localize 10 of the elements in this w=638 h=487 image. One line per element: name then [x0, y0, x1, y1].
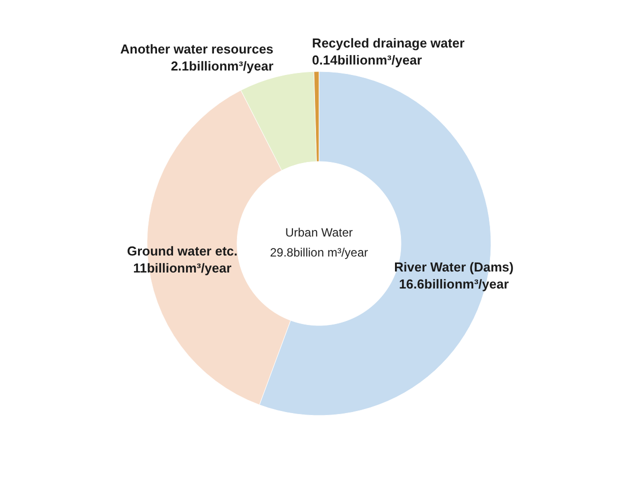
data-label: 0.14billionm³/year: [312, 52, 422, 68]
data-label: 2.1billionm³/year: [170, 58, 274, 74]
data-label: 16.6billionm³/year: [398, 276, 509, 292]
data-label: 11billionm³/year: [133, 260, 232, 276]
slice-label: Recycled drainage water: [312, 36, 465, 51]
slice-label: River Water (Dams): [394, 260, 514, 275]
text: 29.8billion m³/year: [270, 246, 368, 260]
slice-label: Ground water etc.: [126, 244, 238, 259]
text: Urban Water: [285, 226, 353, 240]
slice-label: Another water resources: [120, 42, 274, 57]
